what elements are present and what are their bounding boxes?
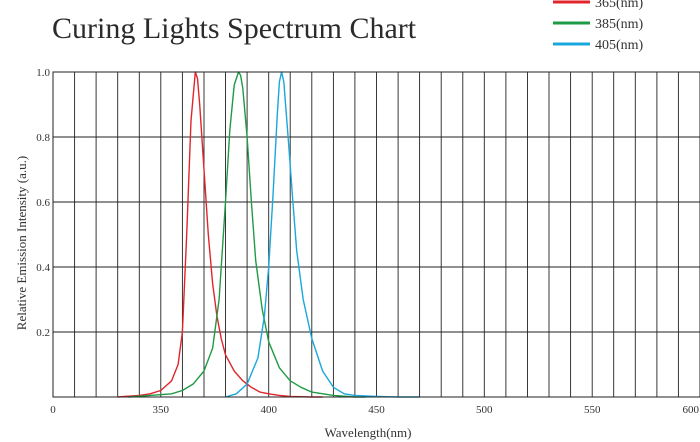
legend-label: 385(nm) bbox=[595, 17, 644, 32]
plot-grid bbox=[53, 72, 700, 397]
x-tick-label: 450 bbox=[368, 404, 385, 416]
y-tick-label: 0.2 bbox=[36, 327, 50, 339]
y-axis-ticks: 0.2 0.4 0.6 0.8 1.0 bbox=[36, 67, 50, 339]
x-tick-label: 400 bbox=[260, 404, 277, 416]
x-tick-label: 0 bbox=[50, 404, 56, 416]
legend-item: 365(nm) bbox=[553, 0, 644, 11]
chart-title: Curing Lights Spectrum Chart bbox=[52, 12, 417, 45]
series-line-365nm bbox=[117, 71, 323, 398]
legend-label: 405(nm) bbox=[595, 38, 644, 53]
legend-label: 365(nm) bbox=[595, 0, 644, 11]
series-line-405nm bbox=[225, 71, 420, 398]
y-axis-label: Relative Emission Intensity (a.u.) bbox=[14, 156, 29, 330]
series-lines bbox=[117, 71, 420, 398]
chart-legend: 365(nm) 385(nm) 405(nm) bbox=[553, 0, 644, 53]
x-tick-label: 600 bbox=[683, 404, 700, 416]
y-tick-label: 0.8 bbox=[36, 132, 50, 144]
legend-item: 405(nm) bbox=[553, 38, 644, 53]
x-axis-label: Wavelength(nm) bbox=[324, 425, 411, 440]
legend-item: 385(nm) bbox=[553, 17, 644, 32]
x-tick-label: 500 bbox=[476, 404, 493, 416]
x-tick-label: 550 bbox=[584, 404, 601, 416]
y-tick-label: 0.4 bbox=[36, 262, 50, 274]
x-tick-label: 350 bbox=[153, 404, 170, 416]
plot-area-frame bbox=[52, 71, 700, 398]
x-axis-ticks: 0 350 400 450 500 550 600 bbox=[50, 404, 699, 416]
series-line-385nm bbox=[128, 71, 366, 398]
y-tick-label: 0.6 bbox=[36, 197, 50, 209]
y-tick-label: 1.0 bbox=[36, 67, 50, 79]
